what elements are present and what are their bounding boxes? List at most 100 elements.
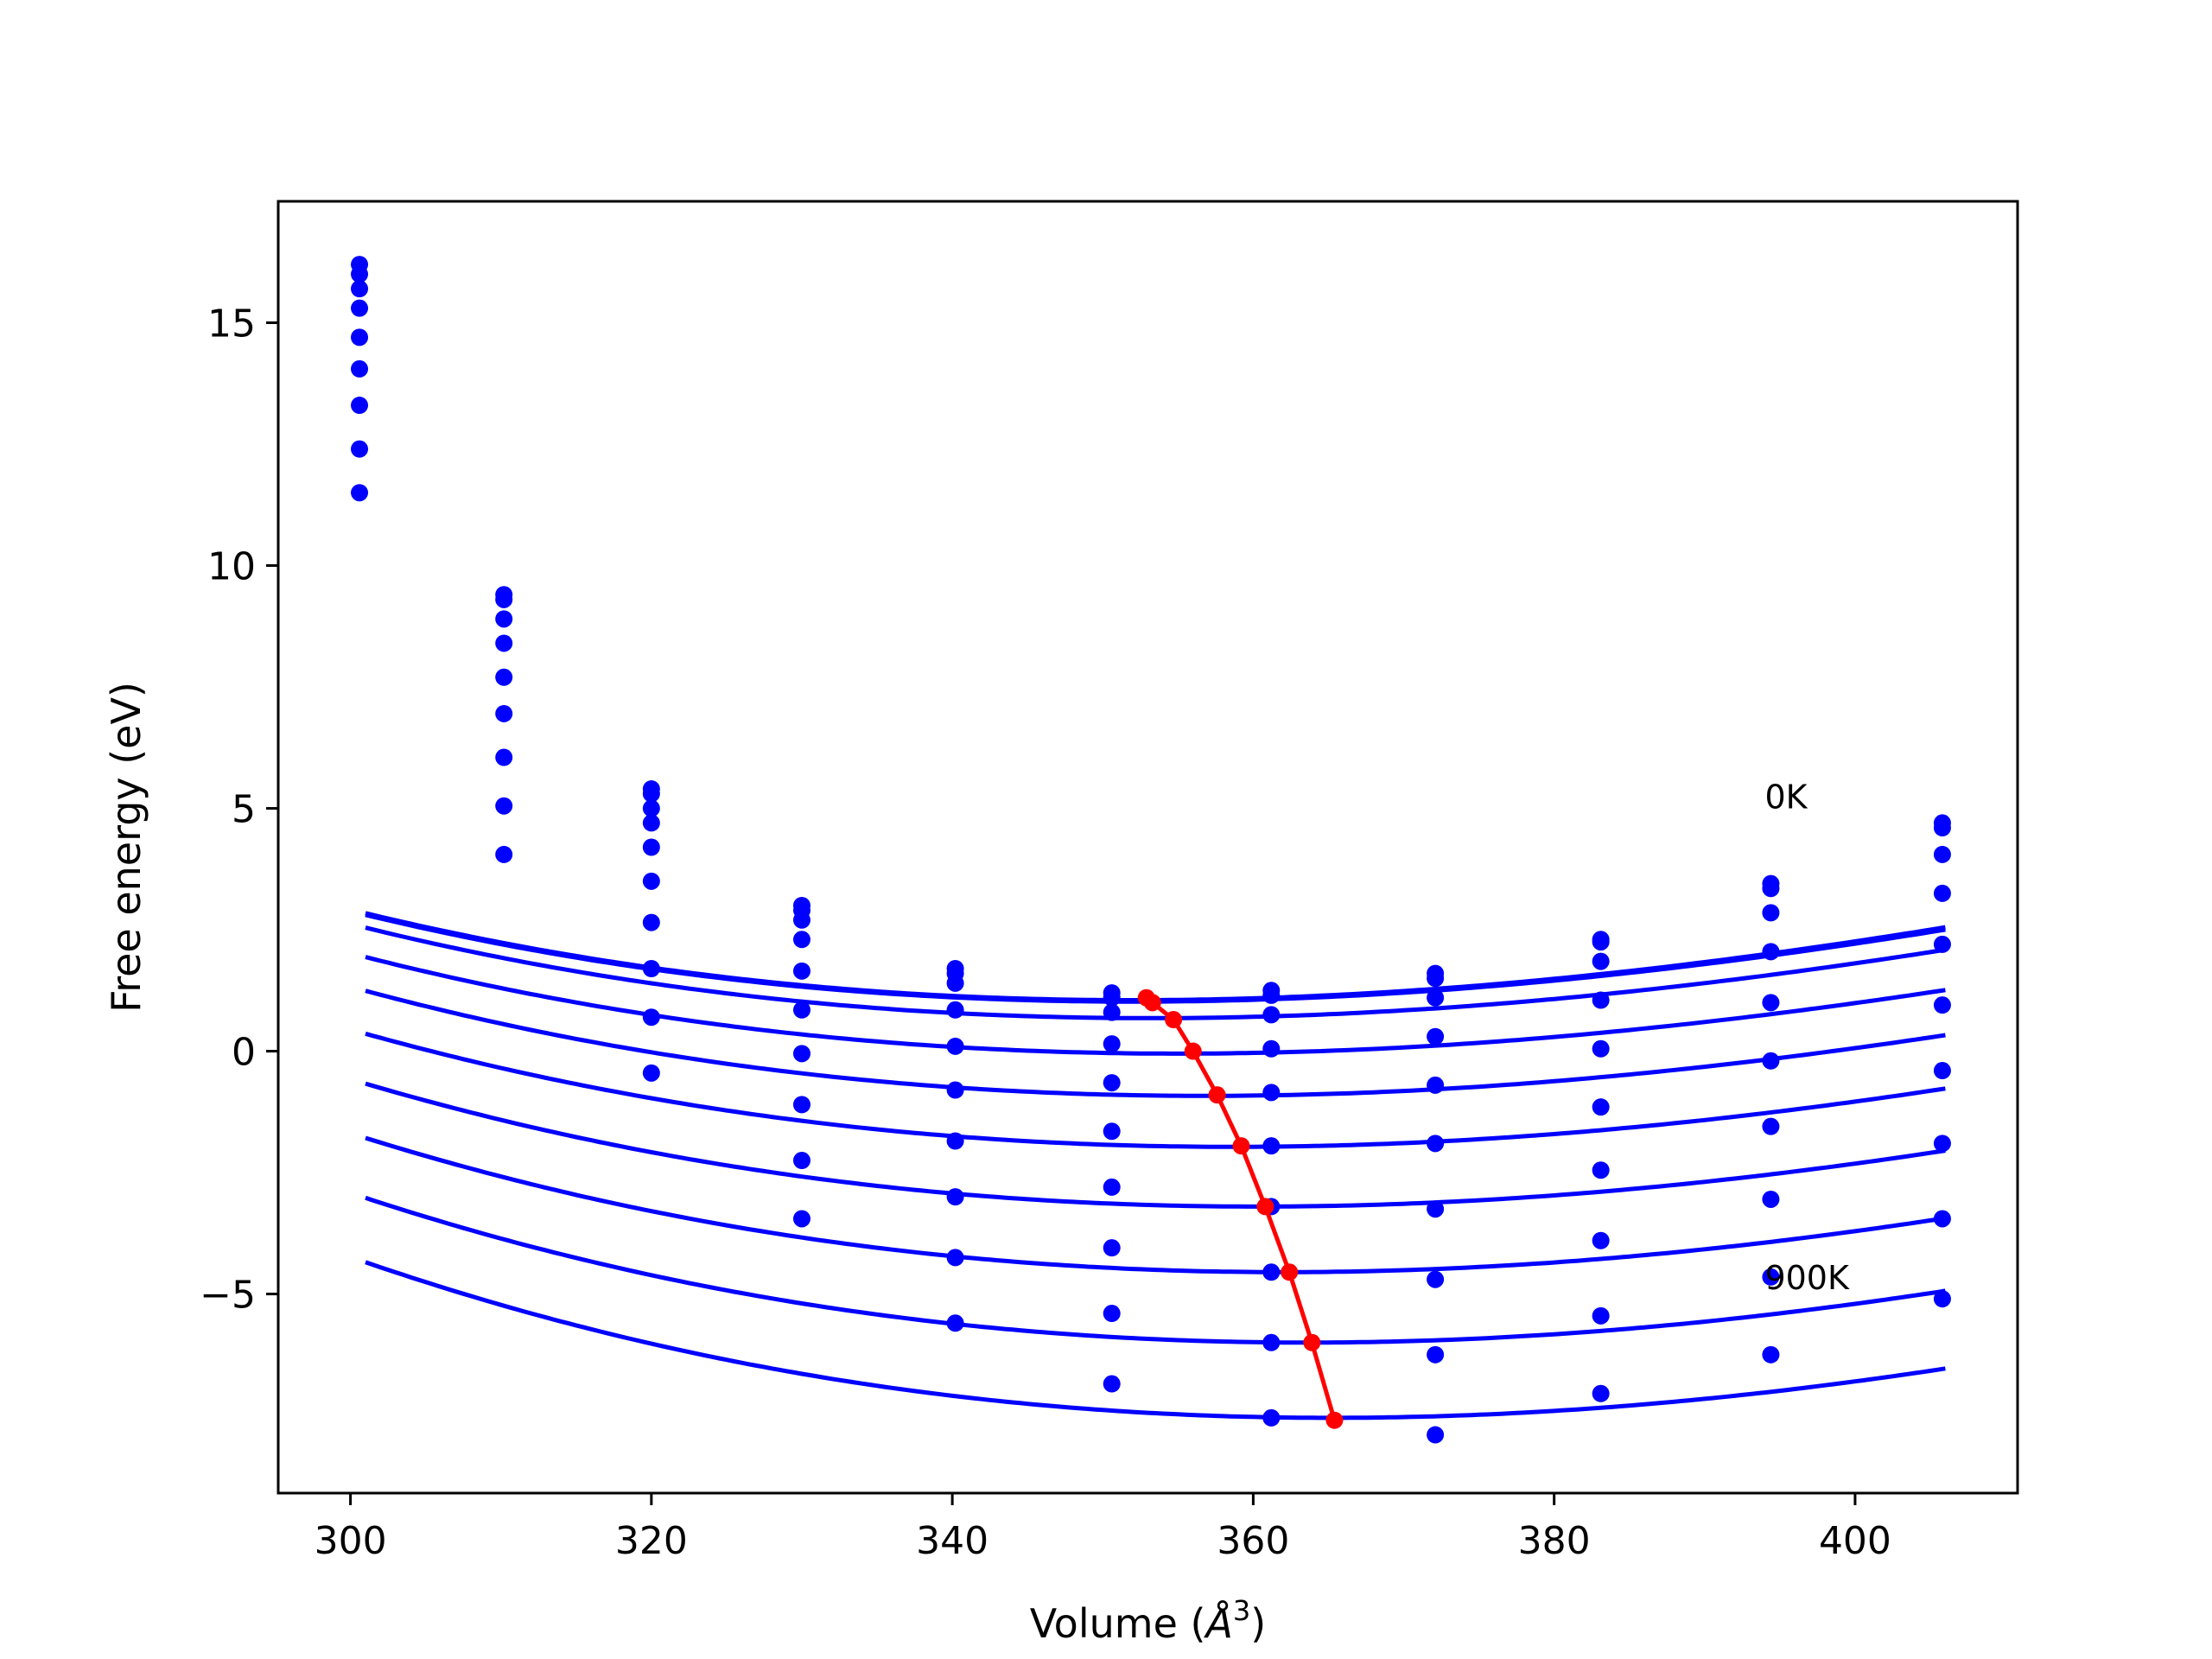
x-axis-label-text: Volume ( <box>1030 1600 1206 1647</box>
data-point <box>1427 1426 1445 1444</box>
x-axis-label: Volume (Å3) <box>1030 1594 1266 1647</box>
data-point <box>792 1045 810 1063</box>
data-point <box>792 1001 810 1019</box>
data-point <box>1592 1231 1610 1249</box>
data-point <box>495 590 513 608</box>
minimum-point <box>1303 1333 1321 1351</box>
data-point <box>351 299 369 317</box>
data-point <box>1933 1290 1951 1308</box>
y-tick-label: 15 <box>207 302 256 346</box>
data-point <box>642 913 660 931</box>
data-point <box>792 1152 810 1170</box>
minima-line <box>1145 995 1337 1421</box>
x-tick-label: 380 <box>1518 1519 1591 1563</box>
data-point <box>1762 1345 1780 1363</box>
fit-curve-5 <box>365 1031 1946 1149</box>
fit-curve-0 <box>365 911 1946 1002</box>
x-axis-ticks: 300 320 340 360 380 400 <box>315 1493 1891 1563</box>
data-point <box>351 484 369 502</box>
y-axis-label: Free energy (eV) <box>103 682 149 1013</box>
data-point <box>1592 933 1610 951</box>
data-point <box>946 1249 964 1267</box>
data-point <box>495 748 513 766</box>
data-point <box>946 974 964 992</box>
data-point <box>1592 952 1610 970</box>
data-point <box>351 397 369 415</box>
data-point <box>495 668 513 686</box>
data-point <box>1592 1161 1610 1179</box>
minimum-point <box>1281 1263 1299 1281</box>
data-point <box>1933 1062 1951 1080</box>
data-point <box>642 799 660 817</box>
data-point <box>1103 1375 1121 1393</box>
annotations: 0K 900K <box>1764 779 1850 1297</box>
data-point <box>1592 1098 1610 1116</box>
data-point <box>351 359 369 378</box>
data-point <box>1103 1003 1121 1021</box>
minimum-point <box>1232 1137 1250 1155</box>
data-point <box>1762 943 1780 961</box>
data-point <box>642 1064 660 1082</box>
data-point <box>792 962 810 980</box>
fit-curve-3 <box>365 955 1946 1056</box>
minimum-point <box>1143 994 1161 1012</box>
data-point <box>642 960 660 978</box>
fit-curve-4 <box>365 988 1946 1098</box>
data-point <box>1103 1178 1121 1196</box>
data-point <box>1762 1052 1780 1070</box>
data-point <box>1262 986 1281 1004</box>
data-point <box>1262 1333 1281 1351</box>
annotation-label: 900K <box>1764 1259 1850 1297</box>
data-point <box>1762 994 1780 1012</box>
data-point <box>1933 996 1951 1014</box>
data-point <box>1103 988 1121 1007</box>
y-tick-label: 5 <box>232 788 256 832</box>
data-point <box>351 440 369 458</box>
data-point <box>1427 1076 1445 1094</box>
data-point <box>1592 991 1610 1009</box>
data-point <box>1262 1006 1281 1024</box>
annotation-label: 0K <box>1764 779 1808 817</box>
data-point <box>1427 1345 1445 1363</box>
y-tick-label: 10 <box>207 545 256 589</box>
x-tick-label: 400 <box>1819 1519 1891 1563</box>
x-axis-label-unit: Å <box>1203 1600 1232 1647</box>
data-point <box>1762 904 1780 922</box>
data-point <box>792 911 810 929</box>
data-point <box>946 1001 964 1019</box>
data-point <box>1933 845 1951 863</box>
data-point <box>1592 1384 1610 1402</box>
data-point <box>642 785 660 803</box>
data-point <box>642 872 660 890</box>
x-axis-label-close: ) <box>1250 1600 1266 1647</box>
data-point <box>1427 969 1445 988</box>
data-point <box>1103 1074 1121 1092</box>
data-point <box>1933 1135 1951 1153</box>
data-point <box>1103 1305 1121 1323</box>
x-axis-label-exponent: 3 <box>1233 1594 1250 1627</box>
data-point <box>1427 1135 1445 1153</box>
data-point <box>946 1132 964 1150</box>
data-point <box>946 1037 964 1055</box>
data-point <box>495 634 513 652</box>
plot-frame <box>276 200 2019 1495</box>
minimum-point <box>1165 1011 1183 1029</box>
data-point <box>1933 819 1951 837</box>
data-point <box>1103 1035 1121 1053</box>
data-point <box>1103 1239 1121 1257</box>
x-tick-label: 360 <box>1217 1519 1289 1563</box>
fit-curve-2 <box>365 925 1946 1020</box>
data-point <box>1427 1200 1445 1218</box>
data-point <box>1762 1190 1780 1208</box>
data-point <box>946 1188 964 1206</box>
data-point <box>1933 1210 1951 1228</box>
data-point <box>351 265 369 283</box>
fit-curve-6 <box>365 1081 1946 1209</box>
data-point <box>351 328 369 346</box>
fit-curve-9 <box>365 1260 1946 1421</box>
data-point <box>1103 1122 1121 1141</box>
x-tick-label: 320 <box>615 1519 688 1563</box>
y-tick-label: 0 <box>232 1031 256 1075</box>
data-point <box>642 838 660 856</box>
data-point <box>1262 1084 1281 1102</box>
